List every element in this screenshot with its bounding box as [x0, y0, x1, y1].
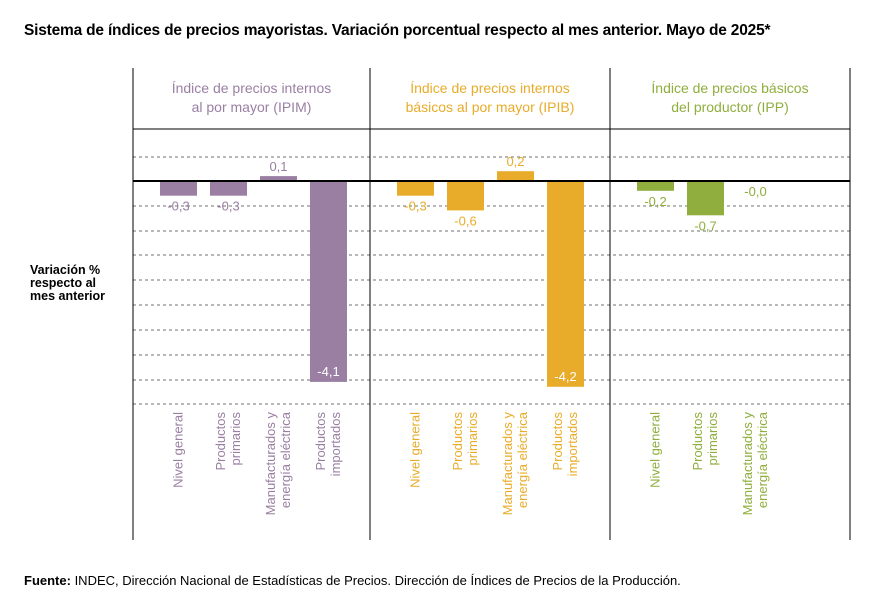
category-label: Nivel general: [171, 412, 186, 488]
y-axis-label-line: respecto al: [30, 276, 97, 290]
category-label: energía eléctrica: [278, 411, 293, 508]
value-label: -0,6: [454, 213, 476, 228]
value-label: 0,1: [269, 159, 287, 174]
category-label: Productos: [213, 412, 228, 471]
value-label: -0,3: [217, 199, 239, 214]
chart-area: Índice de precios internos al por mayor (…: [132, 68, 851, 540]
panel-title-line: Índice de precios básicos: [651, 80, 808, 96]
category-label: importados: [328, 412, 343, 477]
value-label: -0,0: [744, 184, 766, 199]
category-label: Nivel general: [648, 412, 663, 488]
chart-title: Sistema de índices de precios mayoristas…: [24, 22, 771, 39]
source-label: Fuente:: [24, 573, 71, 588]
category-label: energía eléctrica: [755, 411, 770, 508]
y-axis-label-line: mes anterior: [30, 289, 106, 303]
category-label: primarios: [705, 412, 720, 466]
panel-title-line: Índice de precios internos: [410, 80, 570, 96]
y-axis-label: Variación % respecto al mes anterior: [30, 264, 130, 303]
category-label: Productos: [313, 412, 328, 471]
bar: [210, 181, 247, 196]
category-label: Manufacturados y: [500, 412, 515, 516]
category-label: primarios: [465, 412, 480, 466]
value-label: -0,2: [644, 194, 666, 209]
bar: [547, 181, 584, 387]
category-label: importados: [565, 412, 580, 477]
category-label: Manufacturados y: [263, 412, 278, 516]
category-label: energía eléctrica: [515, 411, 530, 508]
bar: [260, 176, 297, 181]
source-note: Fuente: INDEC, Dirección Nacional de Est…: [24, 573, 681, 588]
category-label: Productos: [690, 412, 705, 471]
category-label: Nivel general: [408, 412, 423, 488]
value-label: -0,3: [167, 199, 189, 214]
panel-title-line: al por mayor (IPIM): [192, 99, 312, 115]
value-label: -4,1: [317, 364, 339, 379]
value-label: -0,7: [694, 218, 716, 233]
value-label: -4,2: [554, 369, 576, 384]
panel-title-line: Índice de precios internos: [172, 80, 332, 96]
bar: [160, 181, 197, 196]
bar: [310, 181, 347, 382]
bar: [397, 181, 434, 196]
panel-title-line: del productor (IPP): [671, 99, 789, 115]
value-label: 0,2: [506, 154, 524, 169]
source-text: INDEC, Dirección Nacional de Estadística…: [70, 573, 681, 588]
panel-title-line: básicos al por mayor (IPIB): [406, 99, 575, 115]
bar: [497, 171, 534, 181]
bar: [687, 181, 724, 216]
category-label: Manufacturados y: [740, 412, 755, 516]
value-label: -0,3: [404, 199, 426, 214]
category-label: Productos: [450, 412, 465, 471]
y-axis-label-line: Variación %: [30, 263, 101, 277]
bar: [637, 181, 674, 191]
bar: [447, 181, 484, 211]
category-label: primarios: [228, 412, 243, 466]
category-label: Productos: [550, 412, 565, 471]
